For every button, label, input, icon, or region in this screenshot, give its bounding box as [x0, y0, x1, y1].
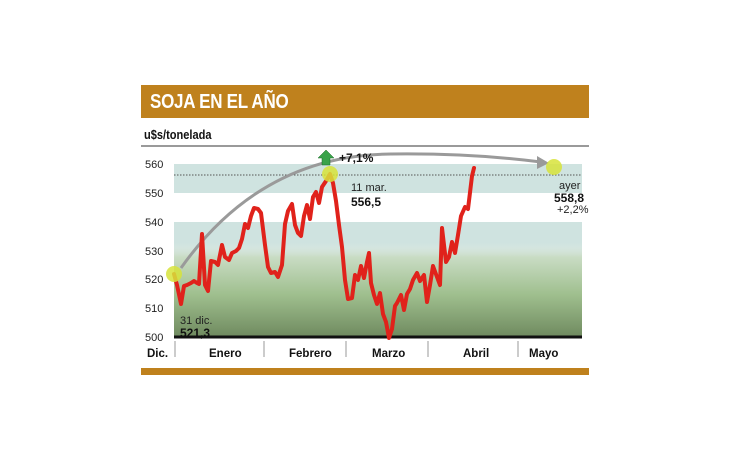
- x-label-febrero: Febrero: [289, 348, 332, 360]
- end-date-label: ayer: [559, 180, 581, 192]
- start-date-label: 31 dic.: [180, 315, 212, 327]
- chart-title: SOJA EN EL AÑO: [150, 91, 289, 113]
- start-marker: [166, 266, 182, 282]
- soja-chart-card: SOJA EN EL AÑO u$s/tonelada 560 550 540 …: [141, 85, 589, 377]
- line-chart: 560 550 540 530 520 510 500 +7,1% 31 dic…: [145, 149, 589, 360]
- band-550-560: [174, 164, 582, 193]
- svg-text:530: 530: [145, 246, 163, 258]
- peak-date-label: 11 mar.: [351, 182, 387, 194]
- svg-text:560: 560: [145, 159, 163, 171]
- trend-arrowhead-icon: [537, 156, 549, 169]
- unit-divider: [141, 145, 589, 147]
- title-bar: SOJA EN EL AÑO: [141, 85, 589, 118]
- field-background: [174, 243, 582, 337]
- peak-marker: [322, 166, 338, 182]
- svg-text:550: 550: [145, 188, 163, 200]
- end-change-label: +2,2%: [557, 204, 589, 216]
- x-axis: Dic. Enero Febrero Marzo Abril Mayo: [147, 341, 558, 360]
- bottom-bar: [141, 368, 589, 375]
- end-marker: [546, 159, 562, 175]
- x-label-enero: Enero: [209, 348, 242, 360]
- svg-text:510: 510: [145, 303, 163, 315]
- end-value-label: 558,8: [554, 191, 584, 205]
- x-label-dic: Dic.: [147, 348, 168, 360]
- y-axis: 560 550 540 530 520 510 500: [145, 159, 163, 344]
- start-value-label: 521,3: [180, 326, 210, 340]
- x-label-mayo: Mayo: [529, 348, 558, 360]
- x-label-abril: Abril: [463, 348, 489, 360]
- ytd-change-label: +7,1%: [339, 151, 374, 165]
- svg-text:520: 520: [145, 274, 163, 286]
- trend-arc: [179, 152, 542, 269]
- svg-text:500: 500: [145, 332, 163, 344]
- unit-label: u$s/tonelada: [144, 127, 212, 142]
- svg-text:540: 540: [145, 217, 163, 229]
- x-label-marzo: Marzo: [372, 348, 405, 360]
- peak-value-label: 556,5: [351, 195, 381, 209]
- up-arrow-icon: [317, 149, 335, 166]
